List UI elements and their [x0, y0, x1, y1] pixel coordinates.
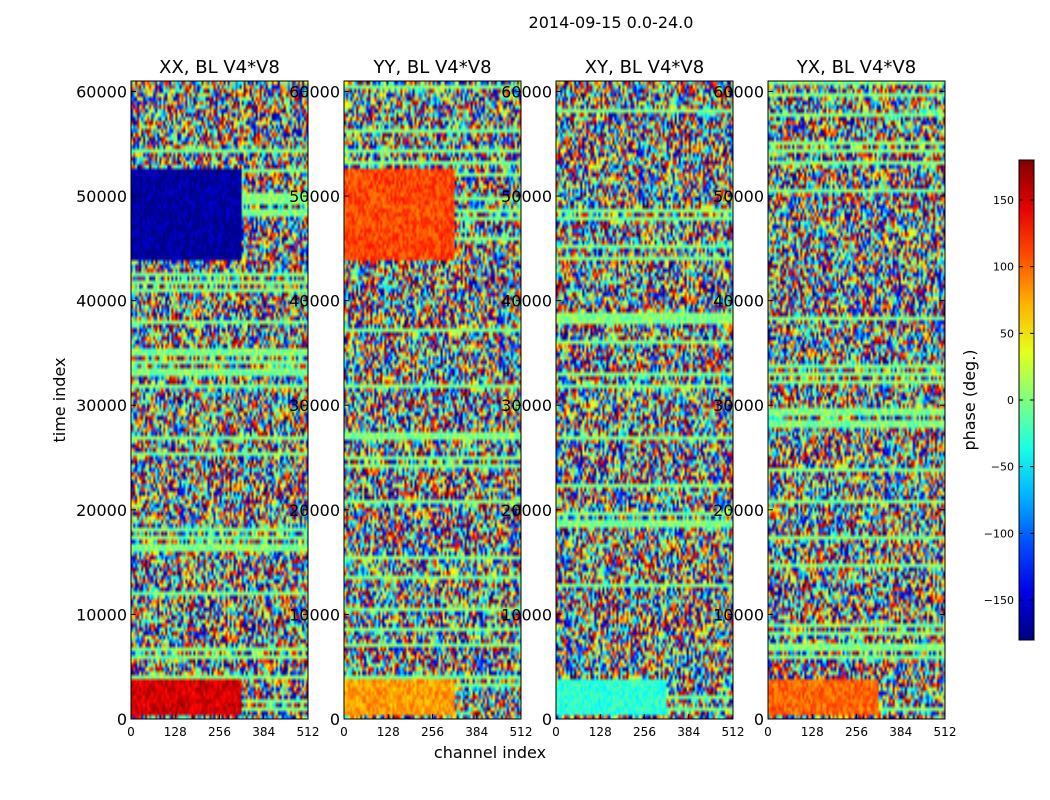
ytick-label: 60000 — [289, 82, 340, 101]
heatmap-image-2 — [556, 81, 733, 719]
ytick-label: 50000 — [713, 187, 764, 206]
xtick-label: 0 — [764, 725, 772, 739]
ytick-label: 40000 — [713, 292, 764, 311]
colorbar-tick-label: −100 — [984, 527, 1014, 540]
xtick-label: 384 — [889, 725, 912, 739]
panel-title-2: XY, BL V4*V8 — [585, 57, 704, 78]
ytick-label: 50000 — [76, 187, 127, 206]
ytick-label: 0 — [542, 710, 552, 729]
ytick-label: 10000 — [289, 605, 340, 624]
colorbar-tick-label: −150 — [984, 594, 1014, 607]
suptitle: 2014-09-15 0.0-24.0 — [529, 13, 694, 32]
heatmap-image-1 — [344, 81, 521, 719]
ytick-label: 0 — [330, 710, 340, 729]
xtick-label: 128 — [589, 725, 612, 739]
colorbar-tick-label: −50 — [991, 461, 1014, 474]
heatmap-image-3 — [768, 81, 945, 719]
ytick-label: 10000 — [501, 605, 552, 624]
ytick-label: 20000 — [501, 501, 552, 520]
ytick-label: 60000 — [713, 82, 764, 101]
x-axis-label: channel index — [434, 743, 546, 762]
xtick-label: 0 — [340, 725, 348, 739]
colorbar: −150 −100 −50 0 50 100 150 — [984, 159, 1035, 641]
ytick-label: 10000 — [76, 605, 127, 624]
xtick-label: 256 — [208, 725, 231, 739]
panel-1: YY, BL V4*V8 0 10000 20000 30000 40000 50000 60… — [289, 57, 532, 739]
ytick-label: 30000 — [501, 396, 552, 415]
panel-title-1: YY, BL V4*V8 — [372, 57, 491, 78]
colorbar-tick-label: 100 — [993, 261, 1014, 274]
colorbar-tick-label: 50 — [1000, 327, 1014, 340]
ytick-label: 30000 — [76, 396, 127, 415]
xtick-label: 128 — [377, 725, 400, 739]
panel-title-3: YX, BL V4*V8 — [796, 57, 916, 78]
ytick-label: 60000 — [76, 82, 127, 101]
xtick-label: 512 — [510, 725, 533, 739]
xtick-label: 384 — [677, 725, 700, 739]
xtick-label: 0 — [127, 725, 135, 739]
xtick-label: 384 — [465, 725, 488, 739]
y-axis-label: time index — [50, 357, 69, 442]
panel-title-0: XX, BL V4*V8 — [159, 57, 280, 78]
panel-0: XX, BL V4*V8 0 10000 20000 30000 40000 50000 60… — [76, 57, 319, 739]
ytick-label: 40000 — [501, 292, 552, 311]
colorbar-tick-label: 150 — [993, 194, 1014, 207]
ytick-label: 0 — [754, 710, 764, 729]
ytick-label: 50000 — [289, 187, 340, 206]
ytick-label: 20000 — [76, 501, 127, 520]
ytick-label: 60000 — [501, 82, 552, 101]
ytick-label: 20000 — [289, 501, 340, 520]
xtick-label: 512 — [297, 725, 320, 739]
ytick-label: 20000 — [713, 501, 764, 520]
ytick-label: 50000 — [501, 187, 552, 206]
xtick-label: 128 — [801, 725, 824, 739]
xtick-label: 512 — [722, 725, 745, 739]
ytick-label: 30000 — [713, 396, 764, 415]
panel-3: YX, BL V4*V8 0 10000 20000 30000 40000 50000 60… — [713, 57, 956, 739]
ytick-label: 10000 — [713, 605, 764, 624]
ytick-label: 30000 — [289, 396, 340, 415]
xtick-label: 256 — [633, 725, 656, 739]
xtick-label: 512 — [934, 725, 957, 739]
colorbar-tick-label: 0 — [1007, 394, 1014, 407]
xtick-label: 256 — [421, 725, 444, 739]
ytick-label: 0 — [117, 710, 127, 729]
panel-2: XY, BL V4*V8 0 10000 20000 30000 40000 50000 60… — [501, 57, 744, 739]
xtick-label: 0 — [552, 725, 560, 739]
heatmap-image-0 — [131, 81, 308, 719]
xtick-label: 256 — [845, 725, 868, 739]
ytick-label: 40000 — [76, 292, 127, 311]
colorbar-label: phase (deg.) — [960, 349, 979, 450]
xtick-label: 384 — [252, 725, 275, 739]
ytick-label: 40000 — [289, 292, 340, 311]
xtick-label: 128 — [164, 725, 187, 739]
panels: XX, BL V4*V8 0 10000 20000 30000 40000 50000 60… — [76, 57, 956, 739]
